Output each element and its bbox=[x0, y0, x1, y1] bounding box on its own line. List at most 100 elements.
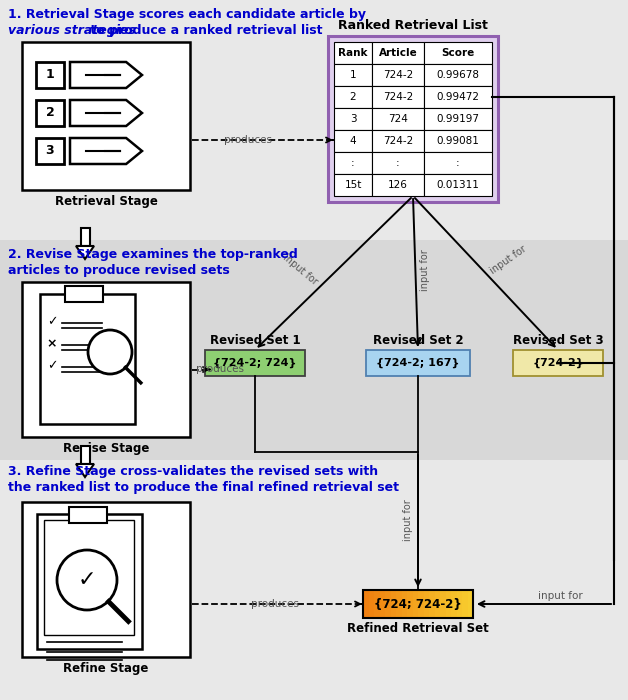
Text: input for: input for bbox=[538, 591, 582, 601]
Text: 1: 1 bbox=[350, 70, 356, 80]
Circle shape bbox=[57, 550, 117, 610]
Bar bbox=[40, 294, 135, 424]
Bar bbox=[369, 590, 374, 618]
Bar bbox=[334, 64, 372, 86]
Polygon shape bbox=[76, 246, 94, 259]
Bar bbox=[407, 590, 413, 618]
Bar bbox=[374, 590, 380, 618]
Bar bbox=[22, 282, 190, 437]
Bar bbox=[424, 86, 492, 108]
Text: {724-2; 724}: {724-2; 724} bbox=[214, 358, 297, 368]
Text: Rank: Rank bbox=[338, 48, 368, 58]
Bar bbox=[372, 42, 424, 64]
Text: Revise Stage: Revise Stage bbox=[63, 442, 149, 455]
Text: 0.99197: 0.99197 bbox=[436, 114, 480, 124]
Polygon shape bbox=[76, 464, 94, 477]
Text: 724-2: 724-2 bbox=[383, 136, 413, 146]
Text: Ranked Retrieval List: Ranked Retrieval List bbox=[338, 19, 488, 32]
Bar bbox=[372, 130, 424, 152]
Text: :: : bbox=[396, 158, 400, 168]
Bar bbox=[334, 130, 372, 152]
Polygon shape bbox=[70, 138, 142, 164]
Text: Refined Retrieval Set: Refined Retrieval Set bbox=[347, 622, 489, 635]
Bar bbox=[513, 350, 603, 376]
Text: Refine Stage: Refine Stage bbox=[63, 662, 149, 675]
Text: Revised Set 1: Revised Set 1 bbox=[210, 334, 300, 347]
Text: 2: 2 bbox=[350, 92, 356, 102]
Bar bbox=[372, 152, 424, 174]
Bar bbox=[424, 130, 492, 152]
Bar bbox=[334, 42, 372, 64]
Polygon shape bbox=[70, 100, 142, 126]
Bar bbox=[451, 590, 457, 618]
Text: various strategies: various strategies bbox=[8, 24, 136, 37]
Text: input for: input for bbox=[403, 499, 413, 541]
Bar bbox=[328, 36, 498, 202]
Bar bbox=[462, 590, 468, 618]
Text: ✓: ✓ bbox=[78, 570, 96, 590]
Text: 3: 3 bbox=[350, 114, 356, 124]
Text: Revised Set 3: Revised Set 3 bbox=[512, 334, 604, 347]
Text: to produce a ranked retrieval list: to produce a ranked retrieval list bbox=[86, 24, 323, 37]
Text: input for: input for bbox=[420, 249, 430, 291]
Bar bbox=[334, 174, 372, 196]
Text: 126: 126 bbox=[388, 180, 408, 190]
Bar bbox=[429, 590, 435, 618]
Bar bbox=[457, 590, 462, 618]
Bar bbox=[372, 174, 424, 196]
Bar bbox=[424, 108, 492, 130]
Bar bbox=[435, 590, 440, 618]
Text: articles to produce revised sets: articles to produce revised sets bbox=[8, 264, 230, 277]
Text: 1. Retrieval Stage scores each candidate article by: 1. Retrieval Stage scores each candidate… bbox=[8, 8, 366, 21]
Text: 724-2: 724-2 bbox=[383, 92, 413, 102]
Bar bbox=[413, 590, 418, 618]
Text: 0.99472: 0.99472 bbox=[436, 92, 480, 102]
Bar bbox=[22, 42, 190, 190]
Bar bbox=[22, 502, 190, 657]
Bar bbox=[391, 590, 396, 618]
Text: ×: × bbox=[46, 337, 57, 351]
Bar bbox=[372, 64, 424, 86]
Bar bbox=[334, 152, 372, 174]
Text: produces: produces bbox=[251, 599, 299, 609]
Text: 3. Refine Stage cross-validates the revised sets with: 3. Refine Stage cross-validates the revi… bbox=[8, 465, 378, 478]
Text: input for: input for bbox=[488, 244, 528, 276]
Bar bbox=[205, 350, 305, 376]
Text: produces: produces bbox=[196, 365, 244, 374]
Bar bbox=[396, 590, 402, 618]
Bar bbox=[334, 86, 372, 108]
Bar bbox=[37, 514, 142, 649]
Bar bbox=[467, 590, 474, 618]
Bar bbox=[334, 108, 372, 130]
Text: ✓: ✓ bbox=[46, 360, 57, 372]
Text: Revised Set 2: Revised Set 2 bbox=[372, 334, 463, 347]
Bar bbox=[424, 42, 492, 64]
Bar bbox=[424, 174, 492, 196]
Text: produces: produces bbox=[224, 135, 272, 145]
Text: Score: Score bbox=[441, 48, 475, 58]
Text: 4: 4 bbox=[350, 136, 356, 146]
Bar bbox=[401, 590, 408, 618]
Text: 0.99678: 0.99678 bbox=[436, 70, 480, 80]
Text: :: : bbox=[456, 158, 460, 168]
Bar bbox=[69, 507, 107, 523]
Text: Article: Article bbox=[379, 48, 418, 58]
Text: 3: 3 bbox=[46, 144, 54, 158]
Bar bbox=[366, 350, 470, 376]
Text: 2: 2 bbox=[46, 106, 55, 120]
Bar bbox=[80, 446, 90, 464]
Bar bbox=[372, 108, 424, 130]
Bar bbox=[385, 590, 391, 618]
Text: 724: 724 bbox=[388, 114, 408, 124]
Text: 724-2: 724-2 bbox=[383, 70, 413, 80]
Bar bbox=[424, 64, 492, 86]
Text: 0.99081: 0.99081 bbox=[436, 136, 479, 146]
Circle shape bbox=[88, 330, 132, 374]
Bar bbox=[372, 86, 424, 108]
Bar bbox=[65, 286, 103, 302]
Text: 2. Revise Stage examines the top-ranked: 2. Revise Stage examines the top-ranked bbox=[8, 248, 298, 261]
Text: {724; 724-2}: {724; 724-2} bbox=[374, 598, 462, 610]
Text: input for: input for bbox=[281, 253, 319, 287]
Bar bbox=[44, 520, 134, 635]
Polygon shape bbox=[70, 62, 142, 88]
